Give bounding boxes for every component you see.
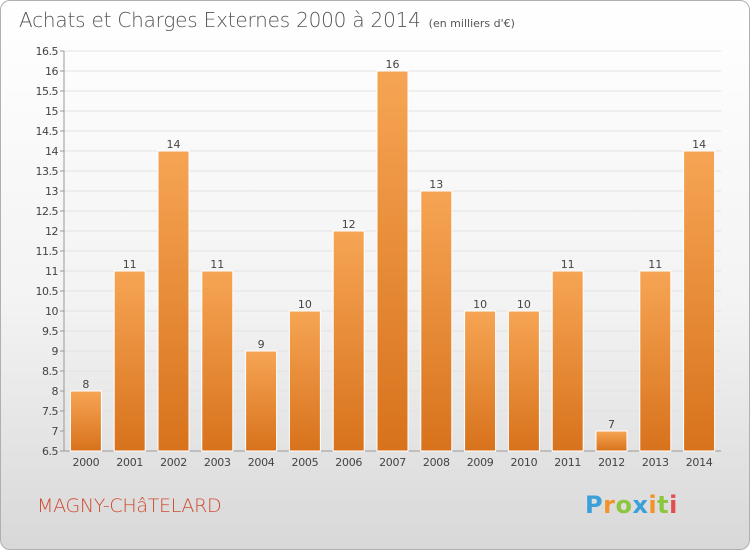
y-tick-label: 15.5 — [36, 85, 59, 98]
bar-2007 — [376, 70, 409, 452]
data-labels: 8 11 14 11 9 10 12 16 13 10 10 11 7 11 14 — [82, 58, 706, 431]
data-label-2007: 16 — [386, 58, 400, 71]
x-tick-label-2007: 2007 — [379, 456, 406, 469]
bar-2001 — [113, 270, 146, 452]
logo-letter: x — [632, 491, 649, 519]
x-tick-label-2003: 2003 — [204, 456, 231, 469]
x-tick-label-2012: 2012 — [598, 456, 625, 469]
x-tick-label-2006: 2006 — [335, 456, 362, 469]
data-label-2012: 7 — [608, 418, 615, 431]
x-tick-labels: 2000 2001 2002 2003 2004 2005 2006 2007 2008 2009… — [73, 456, 714, 469]
data-label-2002: 14 — [167, 138, 181, 151]
x-tick-label-2011: 2011 — [554, 456, 581, 469]
data-label-2000: 8 — [82, 378, 89, 391]
bar-2008 — [420, 190, 453, 452]
logo-letter: i — [669, 491, 678, 519]
bar-2012 — [595, 430, 628, 452]
y-tick-label: 10 — [45, 305, 58, 318]
bar-2004 — [245, 350, 278, 452]
data-label-2005: 10 — [298, 298, 312, 311]
data-label-2011: 11 — [561, 258, 575, 271]
bars — [69, 70, 716, 452]
logo-letter: i — [648, 491, 658, 519]
bar-2009 — [464, 310, 497, 452]
x-tick-label-2005: 2005 — [292, 456, 319, 469]
y-tick-label: 11 — [45, 265, 58, 278]
x-tick-label-2008: 2008 — [423, 456, 450, 469]
y-tick-label: 16 — [45, 65, 58, 78]
chart-title: Achats et Charges Externes 2000 à 2014 — [19, 8, 421, 32]
data-label-2004: 9 — [258, 338, 265, 351]
y-tick-label: 12 — [45, 225, 58, 238]
data-label-2001: 11 — [123, 258, 137, 271]
data-label-2006: 12 — [342, 218, 356, 231]
y-tick-label: 16.5 — [36, 45, 59, 58]
y-tick-label: 10.5 — [36, 285, 59, 298]
data-label-2014: 14 — [692, 138, 706, 151]
proxiti-logo: Proxiti — [585, 491, 678, 519]
chart-unit-note: (en milliers d'€) — [428, 17, 515, 30]
y-tick-label: 8.5 — [42, 365, 58, 378]
x-tick-label-2002: 2002 — [160, 456, 187, 469]
bar-2002 — [157, 150, 190, 452]
y-tick-label: 12.5 — [36, 205, 59, 218]
y-tick-label: 15 — [45, 105, 58, 118]
y-tick-label: 9 — [52, 345, 59, 358]
x-tick-label-2014: 2014 — [686, 456, 713, 469]
y-tick-label: 7 — [52, 425, 59, 438]
bar-2006 — [332, 230, 365, 452]
bar-2005 — [288, 310, 321, 452]
x-tick-label-2004: 2004 — [248, 456, 275, 469]
commune-name: MAGNY-CHâTELARD — [37, 495, 222, 517]
logo-letter: o — [615, 491, 633, 519]
bar-2011 — [551, 270, 584, 452]
bar-2014 — [683, 150, 716, 452]
y-tick-labels: 6.5 7 7.5 8 8.5 9 9.5 10 10.5 11 11.5 12 12.5 13 13.5 1… — [36, 45, 60, 458]
bar-2000 — [69, 390, 102, 452]
title-row: Achats et Charges Externes 2000 à 2014 (e… — [19, 8, 515, 32]
x-tick-label-2000: 2000 — [73, 456, 100, 469]
y-tick-label: 13 — [45, 185, 58, 198]
data-label-2013: 11 — [648, 258, 662, 271]
y-tick-label: 7.5 — [42, 405, 58, 418]
bar-2013 — [639, 270, 672, 452]
bar-2003 — [201, 270, 234, 452]
x-tick-label-2001: 2001 — [116, 456, 143, 469]
x-tick-label-2013: 2013 — [642, 456, 669, 469]
data-label-2009: 10 — [473, 298, 487, 311]
y-tick-label: 14 — [45, 145, 58, 158]
y-tick-label: 6.5 — [42, 445, 58, 458]
y-tick-label: 14.5 — [36, 125, 59, 138]
x-tick-label-2010: 2010 — [511, 456, 538, 469]
x-tick-label-2009: 2009 — [467, 456, 494, 469]
logo-letter: P — [585, 491, 604, 519]
logo-letter: r — [603, 491, 616, 519]
y-tick-label: 8 — [52, 385, 59, 398]
data-label-2003: 11 — [210, 258, 224, 271]
y-tick-label: 13.5 — [36, 165, 59, 178]
y-tick-label: 9.5 — [42, 325, 58, 338]
data-label-2008: 13 — [429, 178, 443, 191]
bar-2010 — [507, 310, 540, 452]
y-tick-label: 11.5 — [36, 245, 59, 258]
logo-letter: t — [657, 491, 670, 519]
data-label-2010: 10 — [517, 298, 531, 311]
